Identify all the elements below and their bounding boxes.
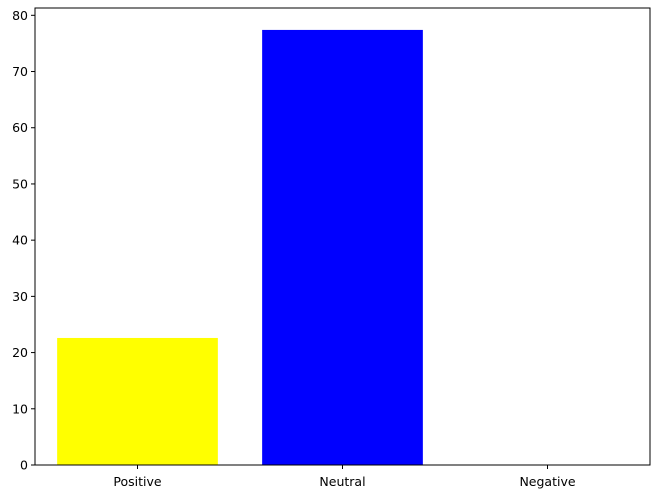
y-tick-label: 70 bbox=[12, 64, 28, 79]
y-tick-label: 20 bbox=[12, 345, 28, 360]
y-tick-label: 0 bbox=[20, 458, 28, 473]
plot-frame bbox=[34, 7, 651, 466]
y-tick-label: 60 bbox=[12, 120, 28, 135]
bar-neutral bbox=[262, 29, 423, 465]
y-axis: 0 10 20 30 40 50 60 70 80 bbox=[12, 8, 35, 473]
x-tick-label: Neutral bbox=[319, 474, 365, 489]
x-tick-label: Positive bbox=[113, 474, 161, 489]
y-tick-label: 80 bbox=[12, 8, 28, 23]
bar-positive bbox=[57, 337, 218, 465]
x-axis: Positive Neutral Negative bbox=[113, 465, 576, 489]
y-tick-label: 10 bbox=[12, 401, 28, 416]
x-tick-label: Negative bbox=[519, 474, 575, 489]
bars-group bbox=[57, 29, 423, 465]
y-tick-label: 30 bbox=[12, 289, 28, 304]
y-tick-label: 40 bbox=[12, 233, 28, 248]
y-tick-label: 50 bbox=[12, 176, 28, 191]
